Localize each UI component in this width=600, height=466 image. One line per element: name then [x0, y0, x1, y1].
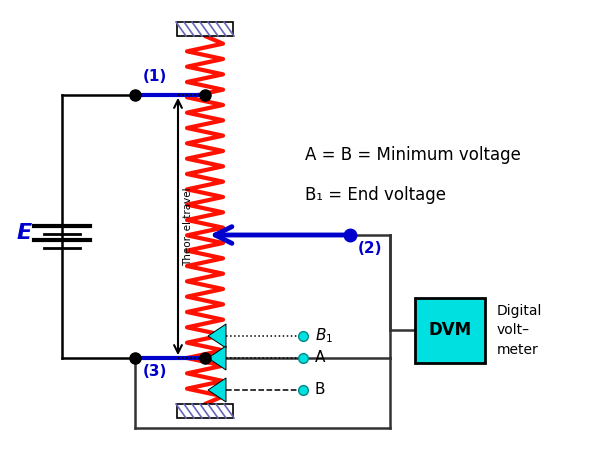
Polygon shape	[208, 378, 226, 402]
Text: A = B = Minimum voltage: A = B = Minimum voltage	[305, 146, 521, 164]
Text: (1): (1)	[143, 69, 167, 84]
Bar	[177, 22, 233, 36]
Text: E: E	[16, 223, 32, 243]
Polygon shape	[208, 324, 226, 348]
Bar	[415, 298, 485, 363]
Text: Digital
volt–
meter: Digital volt– meter	[497, 303, 542, 356]
Text: DVM: DVM	[428, 321, 472, 339]
Text: A: A	[315, 350, 325, 365]
Text: Theor. el travel: Theor. el travel	[183, 187, 193, 266]
Text: B₁ = End voltage: B₁ = End voltage	[305, 186, 446, 204]
Text: $B_1$: $B_1$	[315, 327, 333, 345]
Text: (2): (2)	[358, 241, 383, 256]
Bar	[177, 404, 233, 418]
Text: B: B	[315, 383, 325, 397]
Polygon shape	[208, 346, 226, 370]
Text: (3): (3)	[143, 364, 167, 379]
